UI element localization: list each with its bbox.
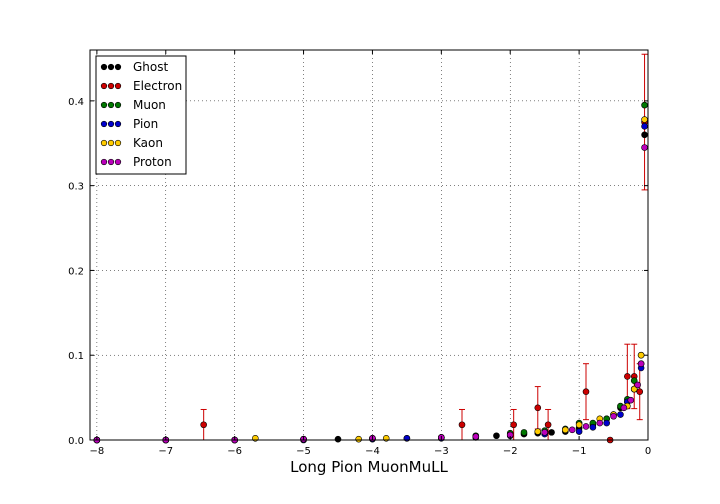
data-point-proton	[541, 429, 548, 436]
data-point-pion	[617, 411, 624, 418]
data-point-pion	[589, 423, 597, 431]
data-point-kaon	[562, 426, 569, 434]
legend-marker	[114, 63, 122, 71]
y-tick-label: 0.0	[68, 436, 84, 447]
legend-marker	[107, 82, 115, 90]
data-point-muon	[630, 377, 638, 384]
legend-label: Electron	[133, 79, 182, 93]
data-point-proton	[620, 404, 628, 412]
data-point-proton	[582, 423, 590, 430]
legend-label: Pion	[133, 117, 158, 131]
x-tick-label: −6	[227, 446, 242, 457]
x-tick-label: −8	[90, 446, 105, 457]
legend-marker	[114, 82, 122, 90]
legend-marker	[114, 158, 122, 166]
data-point-electron	[544, 421, 552, 429]
data-point-electron	[458, 421, 466, 429]
data-point-pion	[641, 123, 648, 130]
y-tick-label: 0.1	[68, 351, 84, 362]
data-point-ghost	[548, 429, 555, 436]
legend-marker	[114, 120, 122, 128]
x-tick-label: −5	[296, 446, 311, 457]
data-point-kaon	[534, 428, 542, 435]
data-point-ghost	[334, 435, 342, 443]
data-point-proton	[596, 419, 604, 427]
legend-box	[95, 55, 187, 175]
data-point-electron	[624, 373, 631, 380]
data-point-kaon	[630, 385, 638, 393]
y-tick-label: 0.3	[68, 182, 84, 193]
data-point-muon	[520, 429, 528, 436]
x-tick-label: −1	[572, 446, 587, 457]
legend-label: Kaon	[133, 136, 163, 150]
x-tick-label: −2	[503, 446, 518, 457]
y-tick-label: 0.2	[68, 266, 84, 277]
data-point-kaon	[641, 116, 648, 123]
legend-entry: Electron	[100, 79, 182, 93]
data-point-kaon	[575, 421, 583, 429]
data-point-electron	[534, 404, 542, 412]
data-point-electron	[200, 421, 207, 429]
legend: Ghost Electron Muon Pion Kaon Proton	[95, 55, 187, 175]
legend-label: Proton	[133, 155, 172, 169]
legend-entry: Proton	[100, 155, 172, 169]
legend-entry: Ghost	[100, 60, 168, 74]
x-tick-label: −3	[434, 446, 449, 457]
legend-entry: Muon	[100, 98, 166, 112]
legend-marker	[107, 158, 115, 166]
legend-marker	[107, 63, 115, 71]
legend-marker	[107, 101, 115, 109]
legend-marker	[100, 101, 108, 109]
x-tick-label: 0	[645, 446, 651, 457]
data-point-pion	[575, 428, 583, 435]
legend-marker	[100, 82, 108, 90]
data-point-electron	[510, 421, 517, 429]
legend-entry: Pion	[100, 117, 158, 131]
x-axis-title: Long Pion MuonMuLL	[290, 458, 448, 476]
data-point-pion	[603, 419, 610, 427]
legend-entry: Kaon	[100, 136, 163, 150]
data-point-kaon	[355, 435, 362, 443]
data-point-proton	[641, 144, 648, 151]
data-point-proton	[568, 426, 576, 434]
data-point-proton	[627, 396, 635, 404]
data-point-proton	[634, 381, 641, 389]
data-point-ghost	[641, 131, 648, 139]
legend-marker	[107, 139, 115, 147]
data-point-proton	[637, 360, 645, 367]
axis-ticks: −8 −7 −6 −5 −4 −3 −2 −1 0 0.0 0.1 0.2 0.3 0.4	[68, 50, 651, 457]
data-point-ghost	[493, 432, 500, 440]
legend-marker	[100, 63, 108, 71]
legend-marker	[100, 120, 108, 128]
legend-marker	[114, 139, 122, 147]
data-point-electron	[582, 388, 590, 395]
y-tick-label: 0.4	[68, 97, 84, 108]
plot-frame	[89, 49, 649, 441]
legend-marker	[114, 101, 122, 109]
legend-label: Muon	[133, 98, 166, 112]
data-point-electron	[636, 388, 644, 395]
legend-marker	[100, 158, 108, 166]
x-tick-label: −7	[158, 446, 173, 457]
legend-marker	[107, 120, 115, 128]
data-point-kaon	[637, 351, 645, 359]
legend-label: Ghost	[133, 60, 168, 74]
legend-marker	[100, 139, 108, 147]
x-tick-label: −4	[365, 446, 380, 457]
data-point-proton	[472, 433, 480, 440]
data-point-muon	[641, 101, 648, 109]
data-point-proton	[610, 412, 617, 420]
